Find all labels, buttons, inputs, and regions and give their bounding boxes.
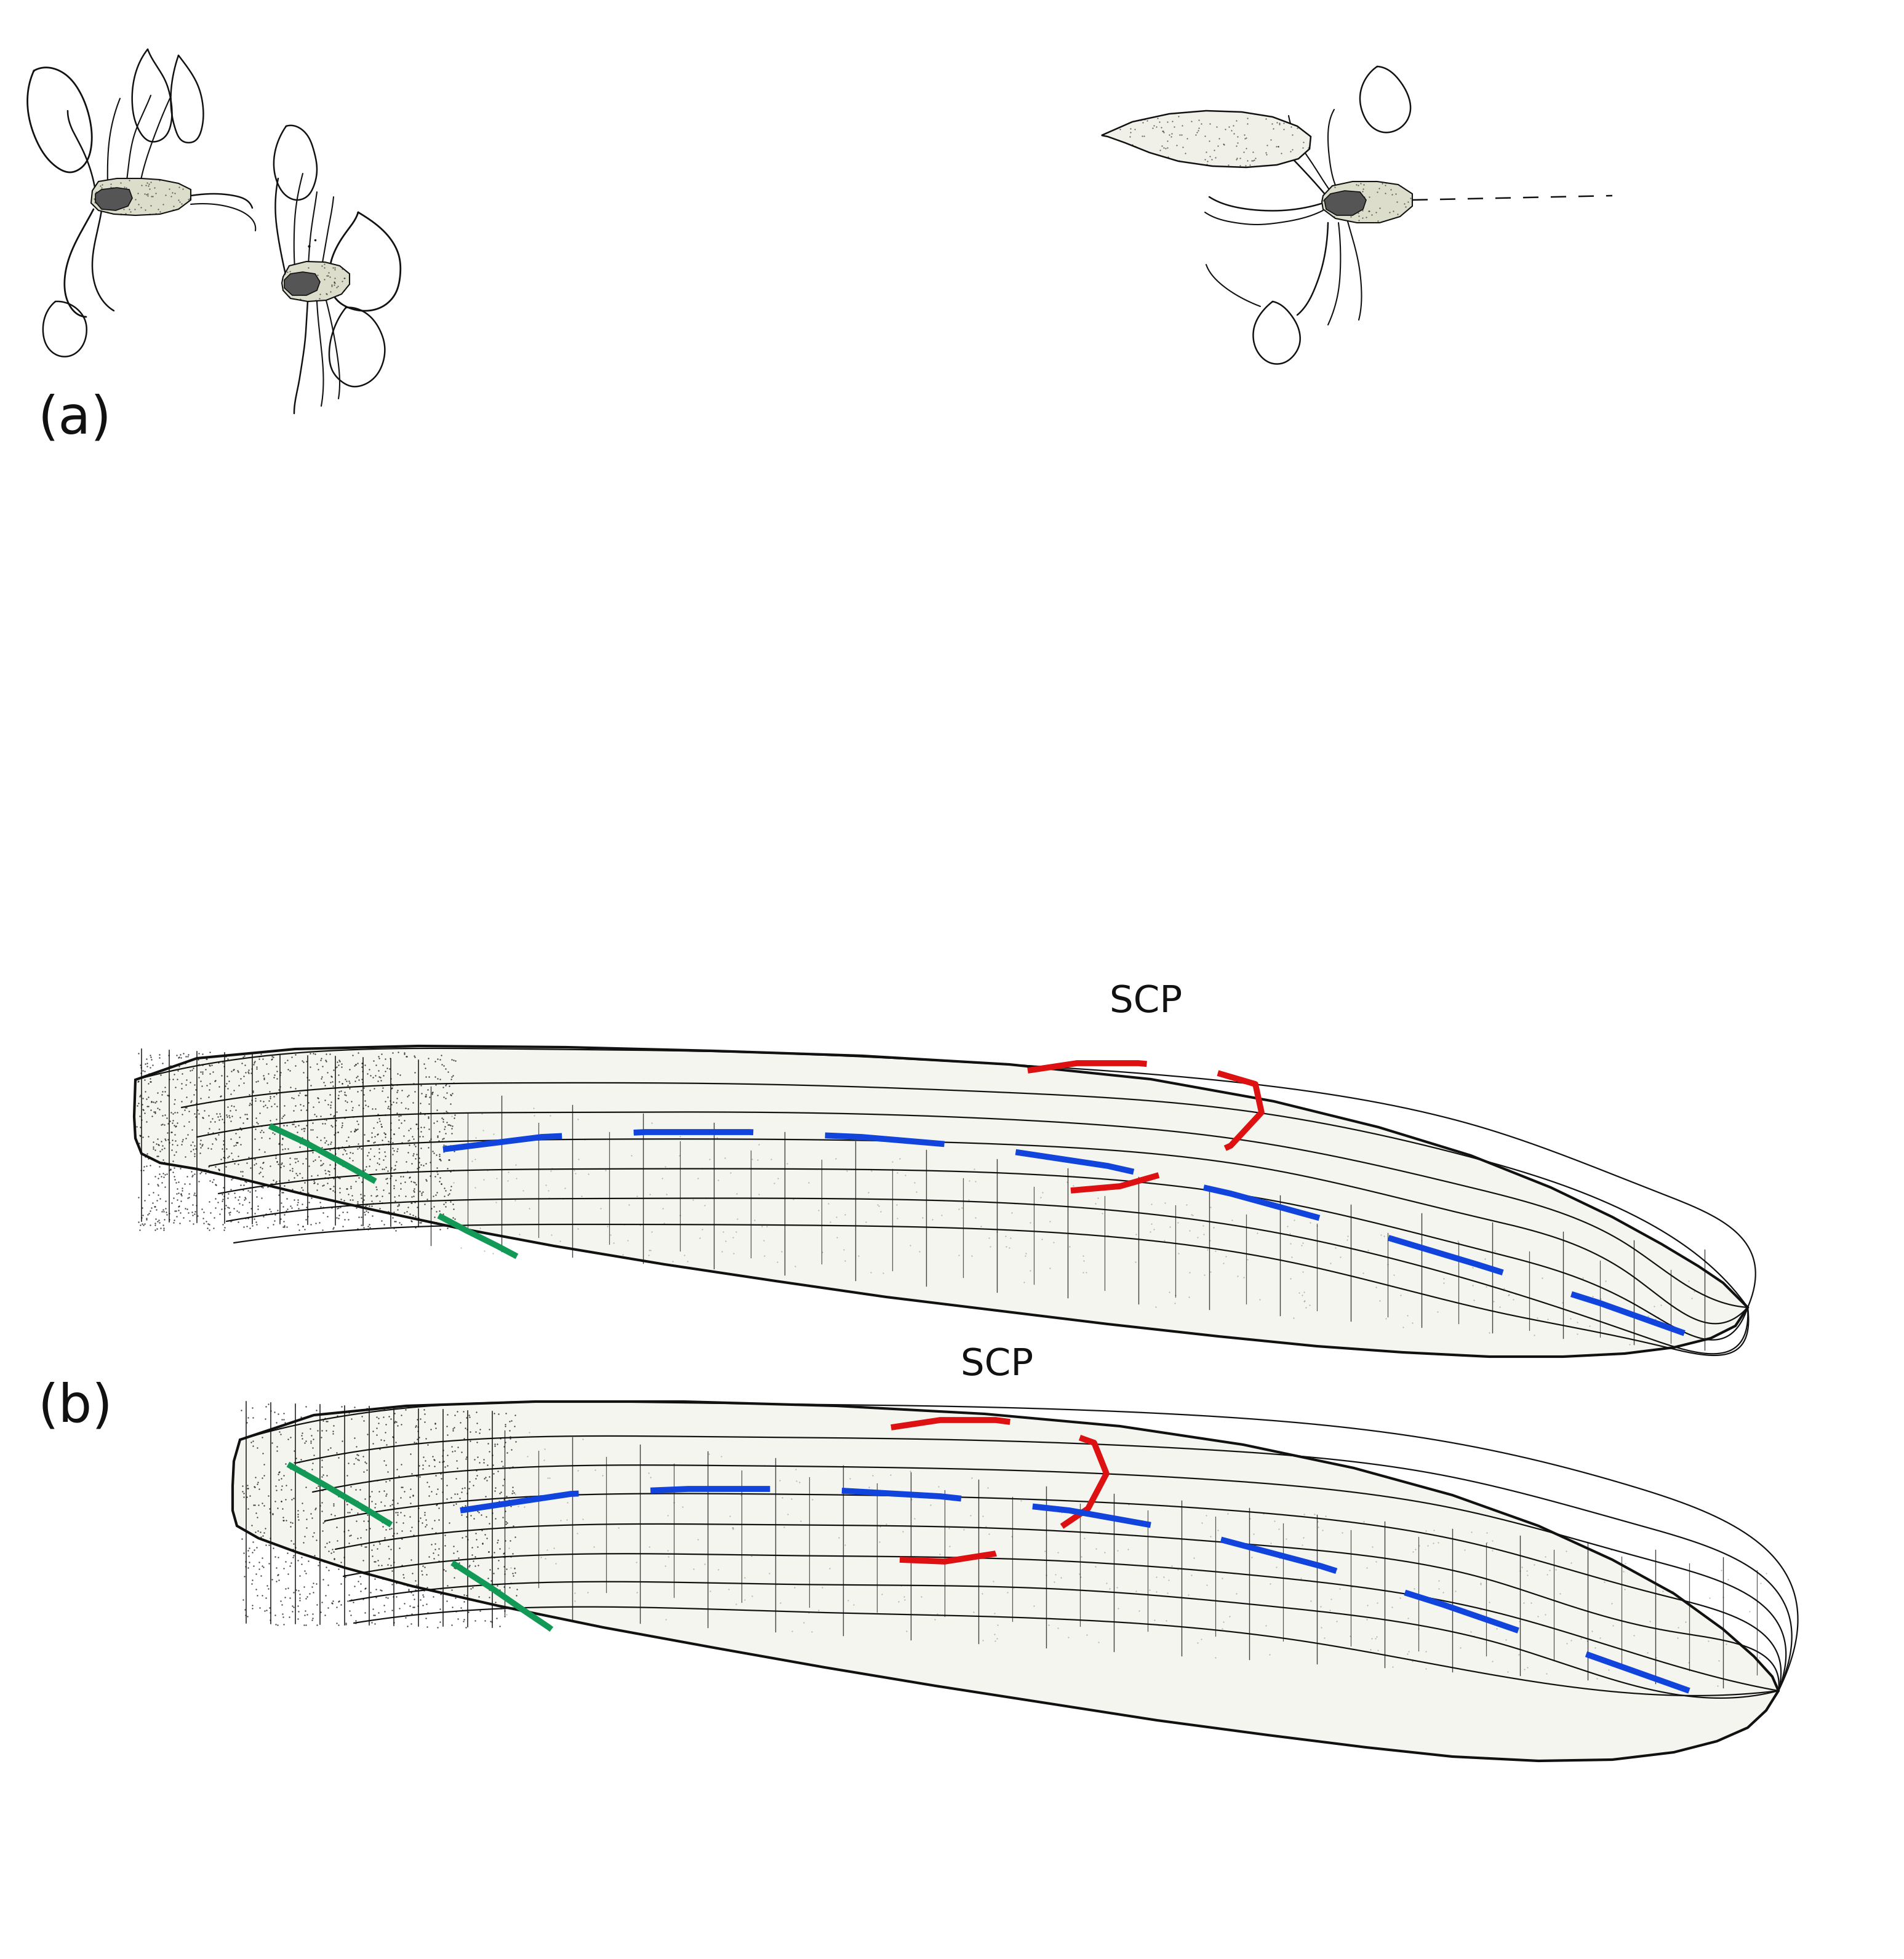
Polygon shape [282, 261, 350, 302]
Polygon shape [133, 1046, 1748, 1358]
Polygon shape [1325, 190, 1367, 215]
Polygon shape [284, 272, 320, 296]
Text: SCP: SCP [960, 1348, 1034, 1383]
Polygon shape [95, 188, 131, 210]
Polygon shape [1321, 182, 1413, 223]
Polygon shape [232, 1401, 1778, 1761]
Polygon shape [91, 178, 190, 215]
Text: (b): (b) [38, 1381, 112, 1432]
Polygon shape [1102, 112, 1310, 167]
Text: (a): (a) [38, 394, 112, 445]
Text: SCP: SCP [1110, 983, 1182, 1021]
